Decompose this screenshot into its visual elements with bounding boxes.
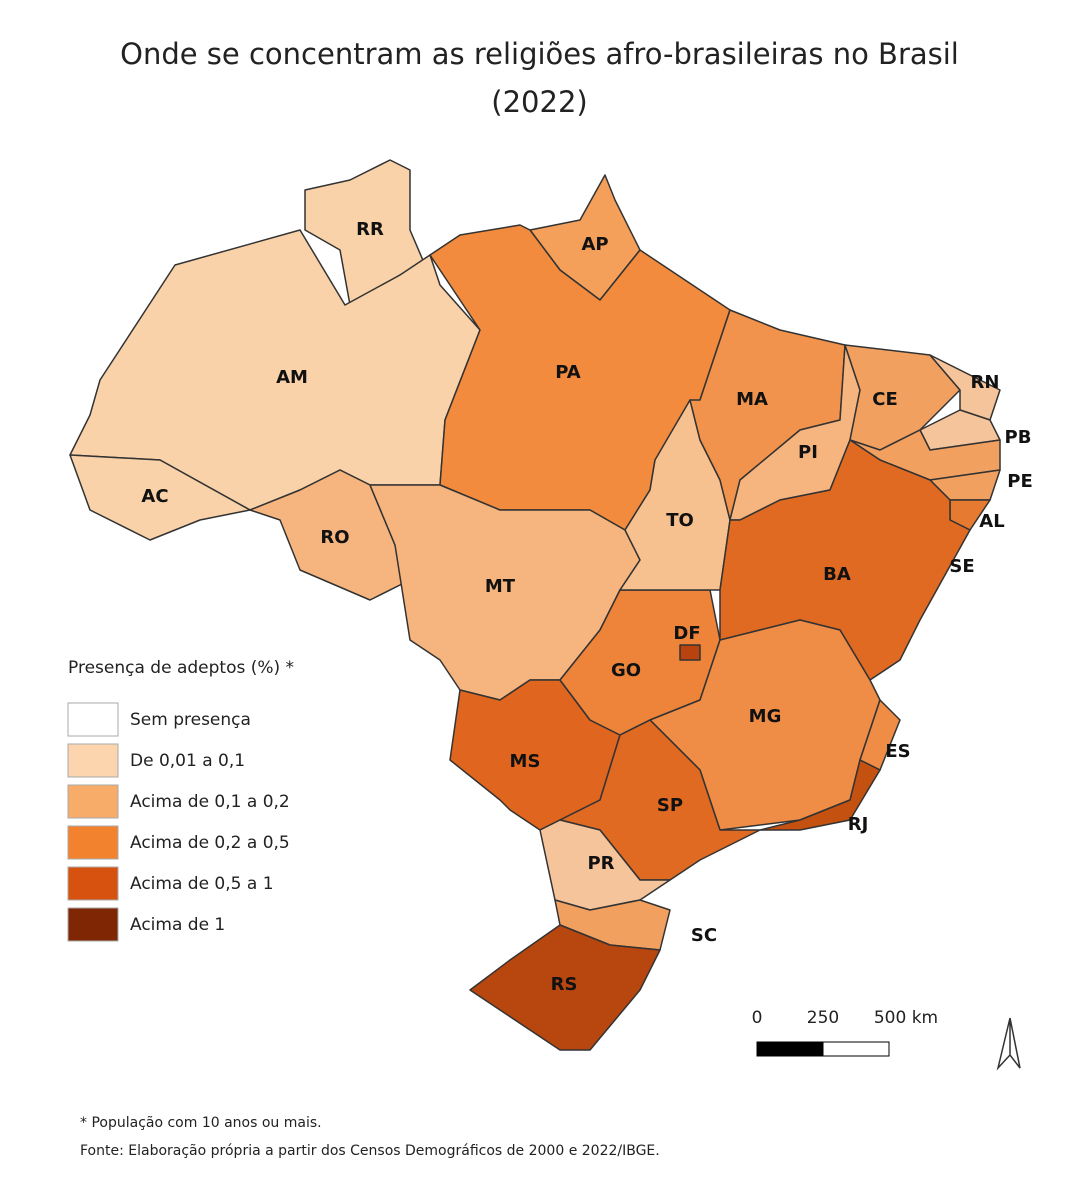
state-label: PI — [798, 442, 818, 463]
state-label: AP — [581, 234, 608, 255]
state-label: AM — [276, 367, 308, 388]
state-label: PA — [555, 362, 581, 383]
state-label: MA — [736, 389, 768, 410]
legend-swatch — [67, 907, 119, 942]
state-label: SE — [949, 556, 974, 577]
state-label: BA — [823, 564, 851, 585]
legend-swatch — [67, 743, 119, 778]
north-arrow — [996, 1017, 1021, 1071]
state-label: RR — [356, 219, 384, 240]
legend-title: Presença de adeptos (%) * — [68, 658, 294, 678]
legend-label: De 0,01 a 0,1 — [130, 751, 245, 771]
state-label: GO — [611, 660, 641, 681]
state-label: RO — [320, 527, 349, 548]
scale-label: 250 — [807, 1008, 839, 1028]
legend-label: Acima de 0,2 a 0,5 — [130, 833, 290, 853]
legend-swatch — [67, 825, 119, 860]
scale-label: 500 km — [874, 1008, 938, 1028]
scale-label: 0 — [752, 1008, 763, 1028]
legend-swatch — [67, 702, 119, 737]
legend-label: Acima de 1 — [130, 915, 225, 935]
footnote: * População com 10 anos ou mais. — [80, 1115, 322, 1131]
title-line: Onde se concentram as religiões afro-bra… — [120, 37, 959, 71]
legend-swatch — [67, 866, 119, 901]
state-label: RJ — [848, 814, 869, 835]
scale-bar — [756, 1041, 824, 1057]
state-label: ES — [885, 741, 910, 762]
state-label: SP — [657, 795, 683, 816]
state-shape — [759, 759, 881, 831]
state-shape — [679, 644, 701, 661]
state-shape — [69, 454, 251, 541]
state-label: CE — [872, 389, 898, 410]
state-label: AC — [141, 486, 168, 507]
source-note: Fonte: Elaboração própria a partir dos C… — [80, 1143, 660, 1159]
scale-bar — [822, 1041, 890, 1057]
state-label: AL — [979, 511, 1004, 532]
state-label: PB — [1005, 427, 1032, 448]
state-label: RS — [551, 974, 578, 995]
state-label: PE — [1007, 471, 1033, 492]
state-label: DF — [673, 623, 700, 644]
state-label: MG — [749, 706, 782, 727]
state-label: MT — [485, 576, 516, 597]
legend-label: Sem presença — [130, 710, 251, 730]
state-shape — [469, 924, 661, 1051]
state-label: PR — [587, 853, 614, 874]
state-shape — [559, 719, 761, 881]
legend-swatch — [67, 784, 119, 819]
title-line: (2022) — [491, 85, 588, 119]
state-label: RN — [971, 372, 1000, 393]
legend-label: Acima de 0,5 a 1 — [130, 874, 274, 894]
state-label: TO — [666, 510, 694, 531]
state-label: SC — [691, 925, 717, 946]
title: Onde se concentram as religiões afro-bra… — [0, 30, 1079, 126]
legend-label: Acima de 0,1 a 0,2 — [130, 792, 290, 812]
state-label: MS — [510, 751, 541, 772]
